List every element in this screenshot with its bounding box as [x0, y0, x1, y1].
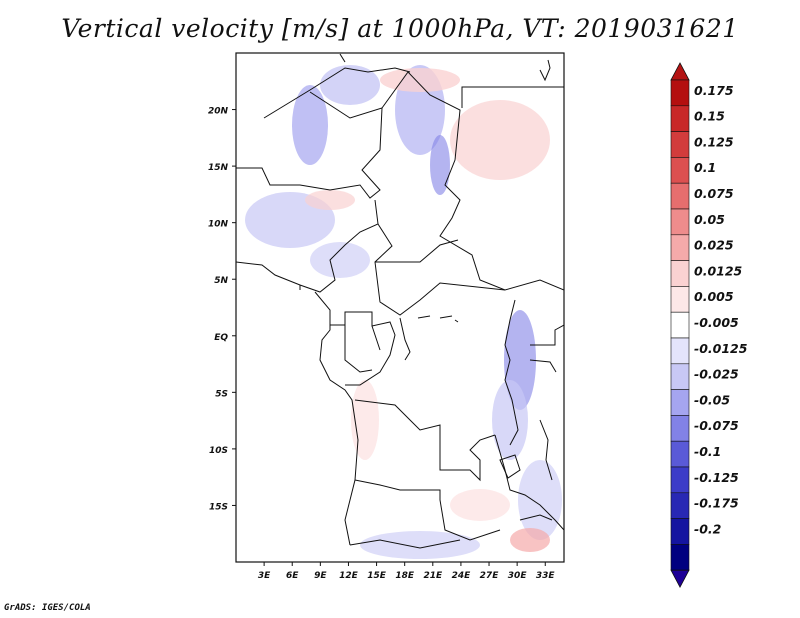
colorbar-top-triangle: [670, 62, 690, 81]
lat-label: 15S: [209, 502, 228, 512]
colorbar-swatch: [670, 415, 690, 442]
colorbar-label: -0.0125: [694, 341, 748, 356]
colorbar-bottom-triangle: [670, 569, 690, 589]
colorbar-label: 0.125: [694, 134, 734, 149]
colorbar: 0.175 0.15 0.125 0.1 0.075 0.05 0.025 0.0125 0.0…: [670, 62, 748, 589]
lon-label: 30E: [508, 571, 528, 581]
map-frame: [235, 52, 565, 563]
colorbar-label: 0.05: [694, 212, 725, 227]
lon-label: 33E: [536, 571, 556, 581]
map-area: 20N 15N 10N 5N EQ 5S 10S 15S 3E 6E 9E 12E 15E 18E 21E 2…: [208, 52, 565, 581]
colorbar-label: -0.05: [694, 392, 730, 407]
colorbar-swatch: [670, 131, 690, 158]
colorbar-label: 0.075: [694, 186, 734, 201]
lat-label: 10N: [208, 220, 229, 230]
colorbar-swatch: [670, 337, 690, 365]
lon-label: 24E: [452, 571, 472, 581]
colorbar-swatch: [670, 260, 690, 287]
colorbar-swatch: [670, 363, 690, 390]
colorbar-swatch: [670, 105, 690, 132]
country-borders: [236, 53, 564, 549]
lat-label: EQ: [214, 333, 228, 343]
colorbar-label: -0.1: [694, 444, 721, 459]
colorbar-swatch: [670, 492, 690, 519]
colorbar-label: -0.125: [694, 470, 739, 485]
negative-patch: [310, 242, 370, 278]
colorbar-label: -0.075: [694, 418, 739, 433]
colorbar-swatch: [670, 234, 690, 261]
lat-label: 5N: [214, 276, 228, 286]
colorbar-label: 0.1: [694, 160, 716, 175]
colorbar-label: 0.005: [694, 289, 734, 304]
colorbar-swatch: [670, 544, 690, 571]
negative-patch: [320, 65, 380, 105]
colorbar-swatch: [670, 466, 690, 494]
negative-patch: [492, 380, 528, 460]
negative-patch: [518, 460, 562, 540]
negative-patch: [292, 85, 328, 165]
colorbar-swatch: [670, 208, 690, 236]
colorbar-label: -0.2: [694, 521, 721, 536]
colorbar-label: 0.175: [694, 83, 734, 98]
colorbar-swatch: [670, 182, 690, 210]
lon-label: 27E: [480, 571, 500, 581]
lat-label: 15N: [208, 163, 229, 173]
lon-label: 9E: [314, 571, 327, 581]
colorbar-swatch: [670, 79, 690, 107]
negative-patch: [430, 135, 450, 195]
positive-patch: [305, 190, 355, 210]
lon-label: 12E: [339, 571, 359, 581]
grads-credit: GrADS: IGES/COLA: [4, 603, 91, 613]
colorbar-swatch: [670, 518, 690, 545]
colorbar-label: 0.15: [694, 109, 725, 124]
positive-patch: [510, 528, 550, 552]
positive-patch: [450, 489, 510, 521]
positive-patch: [380, 68, 460, 92]
lon-label: 21E: [423, 571, 443, 581]
lon-label: 6E: [286, 571, 299, 581]
velocity-field: [245, 65, 562, 559]
colorbar-label: -0.005: [694, 315, 739, 330]
lon-label: 18E: [395, 571, 415, 581]
colorbar-swatch: [670, 157, 690, 184]
chart-title: Vertical velocity [m/s] at 1000hPa, VT: …: [61, 14, 739, 43]
map-axes: 20N 15N 10N 5N EQ 5S 10S 15S 3E 6E 9E 12E 15E 18E 21E 2…: [208, 107, 556, 581]
negative-patch: [360, 531, 480, 559]
colorbar-label: 0.0125: [694, 263, 743, 278]
lon-label: 15E: [367, 571, 387, 581]
positive-patch: [450, 100, 550, 180]
lon-label: 3E: [258, 571, 271, 581]
lat-label: 10S: [209, 446, 228, 456]
colorbar-swatch: [670, 440, 690, 468]
lat-label: 5S: [215, 389, 228, 399]
lat-label: 20N: [208, 107, 229, 117]
colorbar-swatch: [670, 286, 690, 313]
colorbar-label: -0.175: [694, 496, 739, 511]
colorbar-label: -0.025: [694, 367, 739, 382]
colorbar-swatch: [670, 311, 690, 339]
colorbar-label: 0.025: [694, 238, 734, 253]
colorbar-swatch: [670, 389, 690, 416]
